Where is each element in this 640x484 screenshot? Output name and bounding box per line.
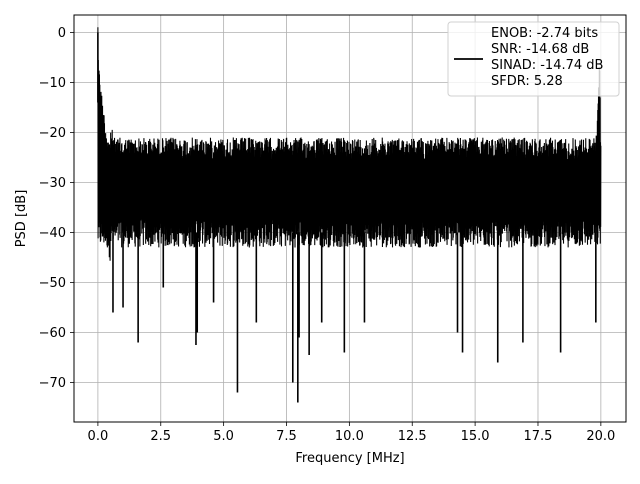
legend-entry-line: SFDR: 5.28 [491,74,563,89]
y-tick-label: 0 [58,26,66,41]
y-tick-label: −70 [39,376,66,391]
x-tick-label: 0.0 [88,429,109,444]
y-tick-label: −40 [39,226,66,241]
y-tick-label: −60 [39,326,66,341]
x-tick-label: 17.5 [524,429,553,444]
y-axis-label: PSD [dB] [14,190,29,248]
data-layer [97,27,602,403]
legend-entry-line: SINAD: -14.74 dB [491,58,603,73]
y-tick-label: −30 [39,176,66,191]
x-tick-label: 10.0 [335,429,364,444]
legend-entry-line: SNR: -14.68 dB [491,42,589,57]
x-tick-label: 12.5 [398,429,427,444]
y-tick-label: −10 [39,76,66,91]
x-tick-label: 5.0 [213,429,234,444]
x-tick-label: 7.5 [276,429,297,444]
x-axis-label: Frequency [MHz] [295,451,404,466]
legend-entry-line: ENOB: -2.74 bits [491,26,598,41]
x-tick-label: 20.0 [586,429,615,444]
plot-area-frame [73,14,627,423]
y-tick-label: −50 [39,276,66,291]
x-tick-label: 2.5 [150,429,171,444]
y-tick-label: −20 [39,126,66,141]
psd-series-line [97,27,602,261]
x-tick-label: 15.0 [461,429,490,444]
tick-layer: 0.0 2.5 5.0 7.5 10.0 12.5 15.0 17.5 20.0 0 −10 −20 −… [39,26,616,444]
legend-box [447,21,620,97]
